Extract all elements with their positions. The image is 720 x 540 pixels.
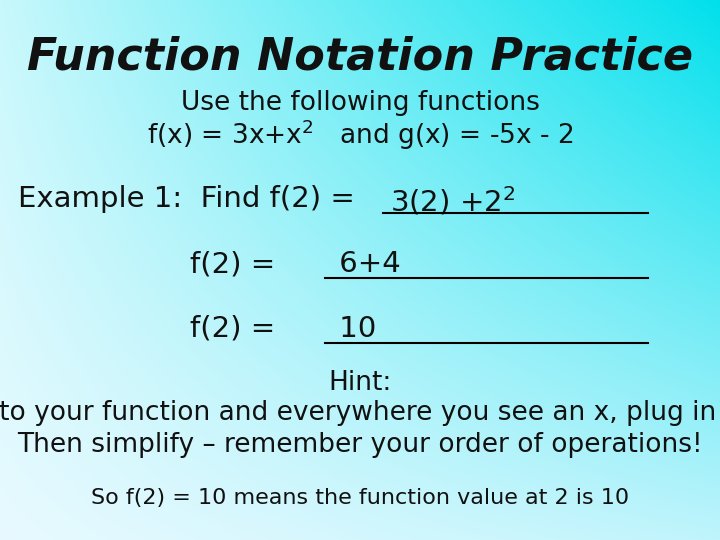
Text: Use the following functions: Use the following functions (181, 90, 539, 116)
Text: f(2) =: f(2) = (190, 315, 284, 343)
Text: Then simplify – remember your order of operations!: Then simplify – remember your order of o… (17, 432, 703, 458)
Text: Example 1:  Find f(2) =: Example 1: Find f(2) = (18, 185, 364, 213)
Text: 6+4: 6+4 (330, 250, 401, 278)
Text: 3(2) +2$^2$: 3(2) +2$^2$ (390, 185, 515, 218)
Text: f(x) = 3x+x$^2$   and g(x) = -5x - 2: f(x) = 3x+x$^2$ and g(x) = -5x - 2 (147, 118, 573, 152)
Text: Go to your function and everywhere you see an x, plug in a 2: Go to your function and everywhere you s… (0, 400, 720, 426)
Text: Hint:: Hint: (328, 370, 392, 396)
Text: 10: 10 (330, 315, 377, 343)
Text: So f(2) = 10 means the function value at 2 is 10: So f(2) = 10 means the function value at… (91, 488, 629, 508)
Text: f(2) =: f(2) = (190, 250, 284, 278)
Text: Function Notation Practice: Function Notation Practice (27, 35, 693, 78)
